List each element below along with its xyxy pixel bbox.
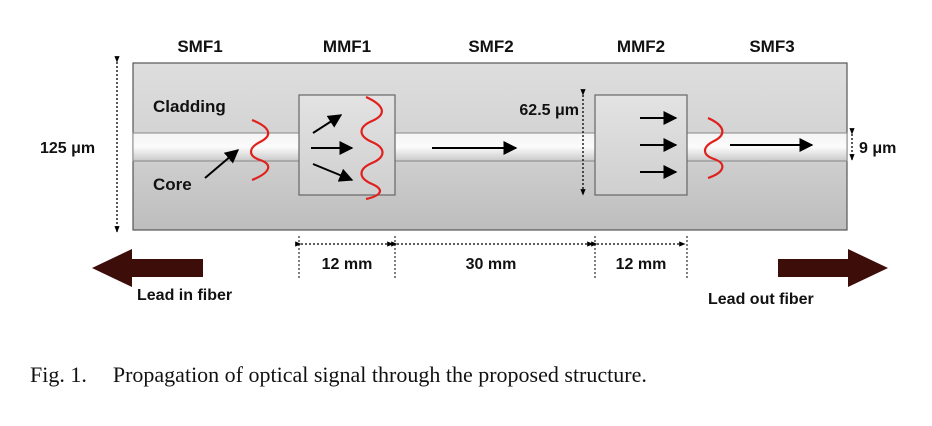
segment-label-smf1: SMF1 — [177, 37, 222, 56]
lead-out-arrow — [778, 249, 888, 287]
core-label: Core — [153, 175, 192, 194]
figure-number: Fig. 1. — [30, 362, 87, 387]
segment-label-mmf1: MMF1 — [323, 37, 371, 56]
segment-label-smf2: SMF2 — [468, 37, 513, 56]
segment-label-smf3: SMF3 — [749, 37, 794, 56]
mmf1-length-label: 12 mm — [322, 256, 373, 273]
wave-smf1 — [249, 118, 270, 182]
lead-in-arrow — [92, 249, 203, 287]
core-pointer-arrow — [204, 149, 240, 179]
wave-mmf1 — [360, 95, 384, 201]
mmf-core-diameter-label: 62.5 μm — [519, 102, 579, 119]
cladding-label: Cladding — [153, 97, 226, 116]
lead-in-label: Lead in fiber — [137, 287, 232, 304]
lead-out-label: Lead out fiber — [708, 291, 814, 308]
mmf1-ray-arrow-down — [312, 163, 354, 182]
figure-caption-text: Propagation of optical signal through th… — [112, 362, 647, 387]
segment-label-mmf2: MMF2 — [617, 37, 665, 56]
wave-smf3 — [703, 116, 724, 180]
smf2-length-label: 30 mm — [466, 256, 517, 273]
smf1-core — [132, 132, 300, 162]
mmf1-ray-arrow-up — [312, 114, 343, 134]
mmf2-length-label: 12 mm — [616, 256, 667, 273]
cladding-diameter-label: 125 μm — [40, 140, 95, 157]
smf-core-diameter-label: 9 μm — [859, 140, 896, 157]
figure-caption: Fig. 1. Propagation of optical signal thr… — [30, 362, 910, 388]
